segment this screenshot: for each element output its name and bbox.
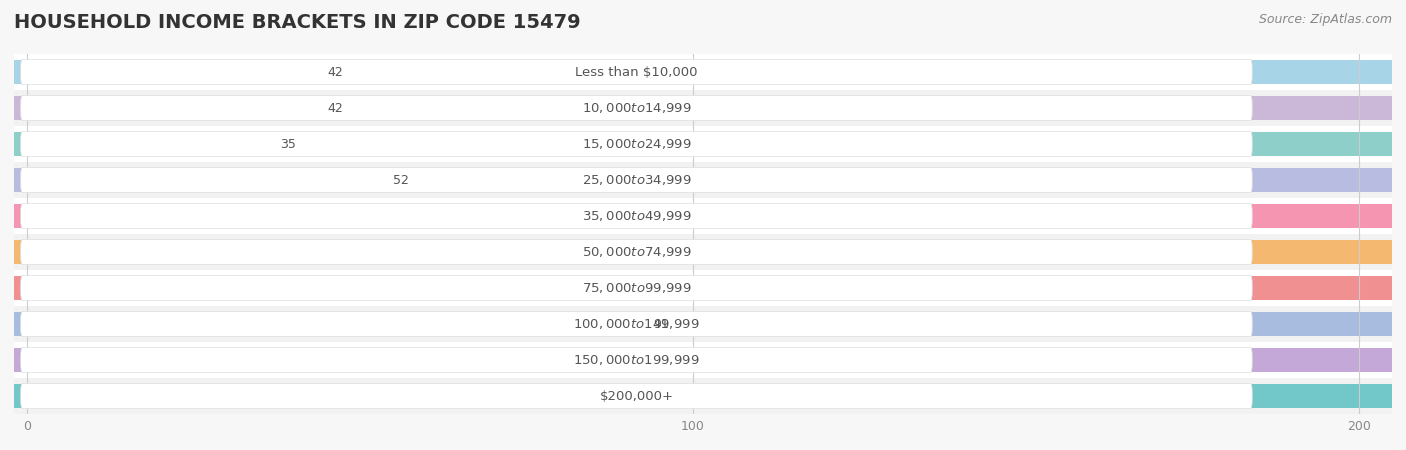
FancyBboxPatch shape <box>21 131 1253 157</box>
Bar <box>14 204 1392 228</box>
Text: $150,000 to $199,999: $150,000 to $199,999 <box>574 353 700 367</box>
Text: 42: 42 <box>328 102 343 114</box>
Text: $200,000+: $200,000+ <box>599 390 673 402</box>
Bar <box>14 54 1392 90</box>
Bar <box>14 198 1392 234</box>
Text: 123: 123 <box>810 282 832 294</box>
FancyBboxPatch shape <box>21 167 1253 193</box>
Text: HOUSEHOLD INCOME BRACKETS IN ZIP CODE 15479: HOUSEHOLD INCOME BRACKETS IN ZIP CODE 15… <box>14 14 581 32</box>
Bar <box>14 162 1392 198</box>
Bar <box>14 168 1392 192</box>
Bar <box>14 306 1392 342</box>
FancyBboxPatch shape <box>21 311 1253 337</box>
Bar <box>14 234 1392 270</box>
Text: 121: 121 <box>796 390 820 402</box>
Bar <box>14 276 1392 300</box>
Text: 174: 174 <box>1149 246 1173 258</box>
FancyBboxPatch shape <box>21 347 1253 373</box>
Bar <box>14 384 1392 408</box>
Text: 35: 35 <box>280 138 297 150</box>
Bar <box>14 126 1392 162</box>
FancyBboxPatch shape <box>21 203 1253 229</box>
FancyBboxPatch shape <box>21 275 1253 301</box>
Bar <box>14 90 1392 126</box>
Text: $10,000 to $14,999: $10,000 to $14,999 <box>582 101 692 115</box>
Bar <box>14 132 1392 156</box>
Bar <box>14 270 1392 306</box>
Text: $15,000 to $24,999: $15,000 to $24,999 <box>582 137 692 151</box>
Bar <box>14 312 1392 336</box>
FancyBboxPatch shape <box>21 383 1253 409</box>
Text: Less than $10,000: Less than $10,000 <box>575 66 697 78</box>
FancyBboxPatch shape <box>21 239 1253 265</box>
Text: 108: 108 <box>709 210 733 222</box>
Bar <box>14 60 1392 84</box>
Text: 124: 124 <box>815 354 839 366</box>
FancyBboxPatch shape <box>21 95 1253 121</box>
Bar <box>14 96 1392 120</box>
Text: 42: 42 <box>328 66 343 78</box>
Text: $100,000 to $149,999: $100,000 to $149,999 <box>574 317 700 331</box>
Text: $35,000 to $49,999: $35,000 to $49,999 <box>582 209 692 223</box>
Text: $75,000 to $99,999: $75,000 to $99,999 <box>582 281 692 295</box>
Bar <box>14 378 1392 414</box>
Text: $25,000 to $34,999: $25,000 to $34,999 <box>582 173 692 187</box>
Bar <box>14 240 1392 264</box>
FancyBboxPatch shape <box>21 59 1253 85</box>
Text: 91: 91 <box>652 318 669 330</box>
Text: $50,000 to $74,999: $50,000 to $74,999 <box>582 245 692 259</box>
Text: 52: 52 <box>394 174 409 186</box>
Bar <box>14 342 1392 378</box>
Text: Source: ZipAtlas.com: Source: ZipAtlas.com <box>1258 14 1392 27</box>
Bar <box>14 348 1392 372</box>
